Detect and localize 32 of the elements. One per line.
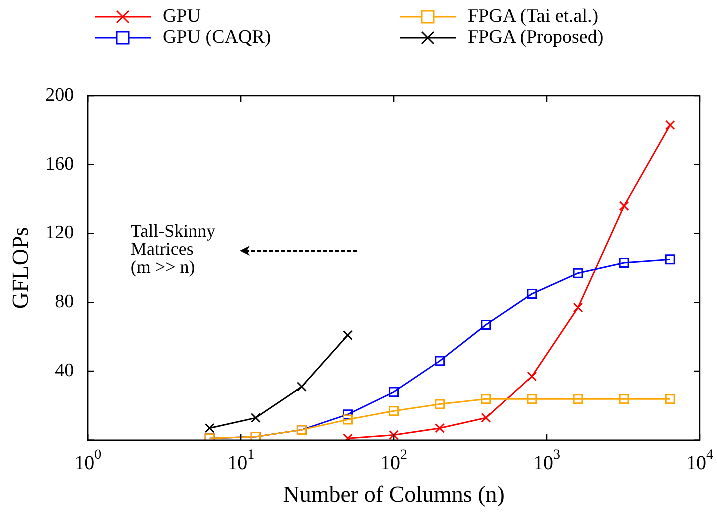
point — [343, 410, 353, 420]
point — [343, 414, 353, 425]
y-axis-title: GFLOPs — [8, 227, 33, 310]
point — [527, 394, 538, 404]
point — [573, 394, 584, 404]
point — [204, 423, 215, 434]
y-tick-label: 160 — [46, 154, 74, 175]
point — [435, 356, 446, 366]
point — [665, 254, 676, 265]
point — [296, 382, 307, 392]
point — [481, 320, 492, 330]
legend-label: GPU — [163, 6, 202, 27]
annotation: Tall-Skinny Matrices (m >> n) — [130, 221, 216, 278]
y-tick-label: 200 — [46, 84, 74, 106]
point — [619, 258, 630, 268]
legend-label: GPU (CAQR) — [163, 27, 272, 48]
legend-label: FPGA (Tai et.al.) — [468, 6, 599, 27]
point — [250, 413, 261, 424]
point — [481, 394, 492, 404]
point — [389, 406, 400, 416]
point — [435, 399, 446, 410]
y-tick-label: 80 — [55, 292, 74, 313]
point — [665, 394, 676, 404]
y-tick-label: 40 — [55, 360, 74, 382]
x-axis-title: Number of Columns (n) — [283, 482, 505, 508]
point — [573, 268, 584, 278]
point — [343, 330, 353, 340]
point — [527, 289, 538, 300]
point — [619, 394, 630, 404]
point — [389, 387, 400, 398]
y-tick-label: 120 — [46, 222, 74, 244]
legend-label: FPGA (Proposed) — [468, 27, 604, 48]
